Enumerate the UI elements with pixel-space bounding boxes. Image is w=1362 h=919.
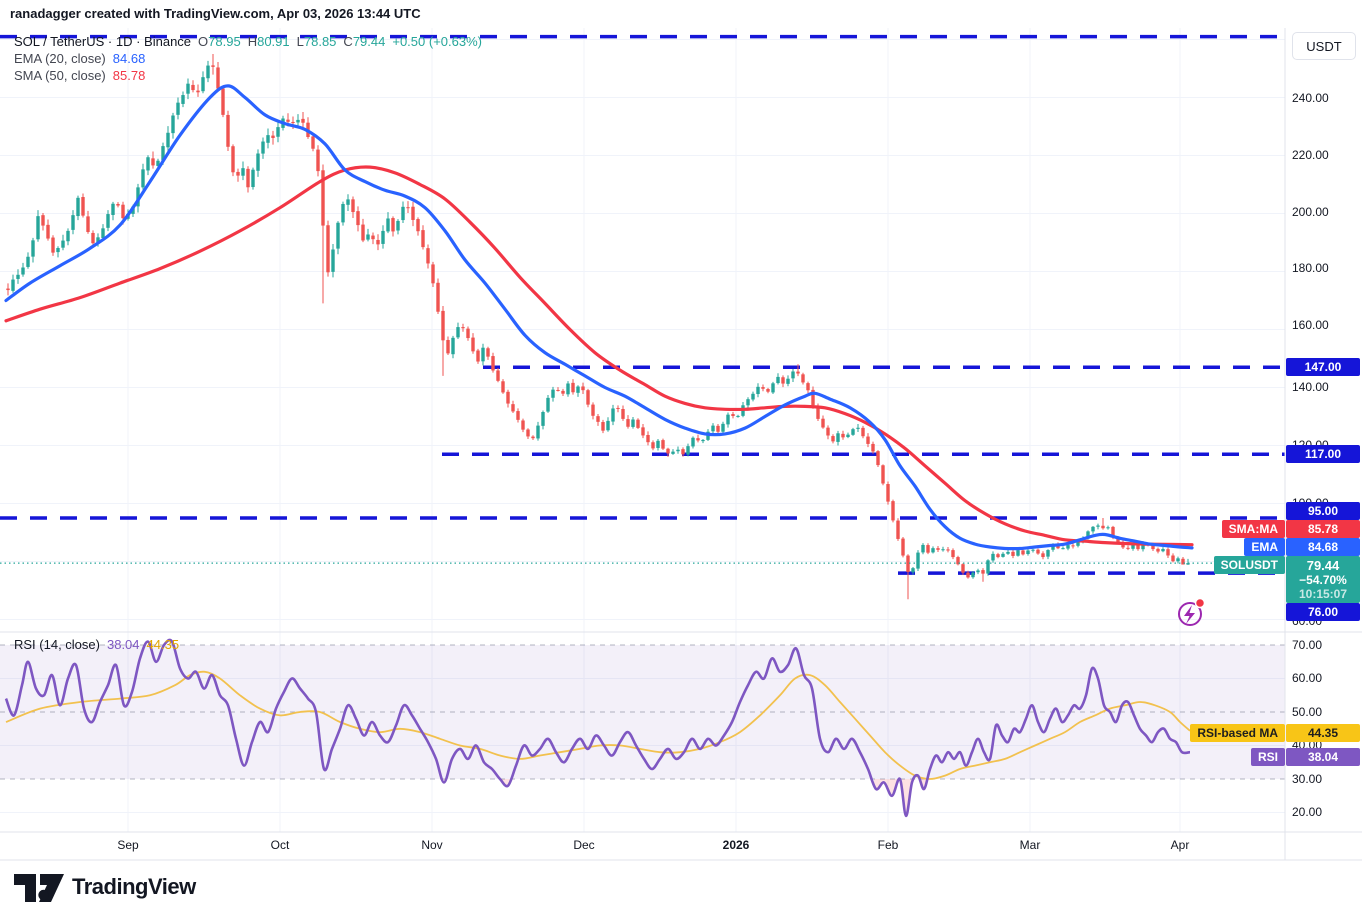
rsi-axis-tick[interactable]: 50.00: [1292, 705, 1323, 719]
sma-chart-label: SMA:MA: [1221, 520, 1285, 538]
price-axis-tick[interactable]: 140.00: [1292, 380, 1329, 394]
tradingview-logo-glyph: [14, 874, 64, 902]
sma50-line: [4, 165, 1194, 547]
level-76-badge: 76.00: [1286, 603, 1360, 621]
time-axis-tick[interactable]: Apr: [1170, 838, 1190, 852]
symbol-title: SOL / TetherUS · 1D · Binance: [14, 34, 192, 49]
ema-legend-value: 84.68: [112, 51, 146, 66]
ema-legend-row[interactable]: EMA (20, close) 84.68: [14, 50, 482, 67]
price-axis-tick[interactable]: 180.00: [1292, 261, 1329, 275]
time-axis-tick[interactable]: 2026: [722, 838, 750, 852]
time-axis-tick[interactable]: Dec: [573, 838, 595, 852]
change-value: +0.50 (+0.63%): [392, 34, 482, 49]
rsi-legend-value: 38.04: [106, 637, 140, 652]
price-axis-tick[interactable]: 220.00: [1292, 148, 1329, 162]
price-axis-tick[interactable]: 160.00: [1292, 318, 1329, 332]
rsi-oversold-fill: [444, 779, 928, 816]
ema-chart-label: EMA: [1244, 538, 1285, 556]
tradingview-logo[interactable]: TradingView: [14, 868, 334, 910]
rsi-axis-tick[interactable]: 30.00: [1292, 772, 1323, 786]
low-value: 78.85: [303, 34, 337, 49]
credit-line: ranadagger created with TradingView.com,…: [10, 6, 421, 21]
rsi-badge: 38.04: [1286, 748, 1360, 766]
level-95-badge: 95.00: [1286, 502, 1360, 520]
open-label: O: [198, 34, 209, 49]
sma-legend-value: 85.78: [112, 68, 146, 83]
rsi-axis-tick[interactable]: 20.00: [1292, 805, 1323, 819]
tradingview-logo-text: TradingView: [72, 874, 196, 899]
sma-legend-label: SMA (50, close): [14, 68, 106, 83]
candlestick-series: [6, 54, 1190, 600]
close-label: C: [343, 34, 353, 49]
flash-boost-button[interactable]: [1178, 597, 1206, 626]
current-price-badge-line: −54.70%: [1299, 573, 1347, 587]
symbol-chart-label: SOLUSDT: [1213, 556, 1285, 574]
rsi-ma-badge-label: RSI-based MA: [1190, 724, 1285, 742]
level-117-badge: 117.00: [1286, 445, 1360, 463]
low-label: L: [296, 34, 304, 49]
ema20-line: [4, 84, 1194, 551]
rsi-axis-tick[interactable]: 70.00: [1292, 638, 1323, 652]
rsi-ma-badge: 44.35: [1286, 724, 1360, 742]
currency-toggle-button[interactable]: USDT: [1292, 32, 1356, 60]
sma-legend-row[interactable]: SMA (50, close) 85.78: [14, 67, 482, 84]
rsi-badge-label: RSI: [1250, 748, 1285, 766]
time-axis-tick[interactable]: Oct: [270, 838, 290, 852]
time-axis-tick[interactable]: Feb: [877, 838, 899, 852]
rsi-legend-label: RSI (14, close): [14, 637, 100, 652]
level-147-badge: 147.00: [1286, 358, 1360, 376]
current-price-badge: 79.44 −54.70% 10:15:07: [1286, 556, 1360, 603]
ema-value-badge: 84.68: [1286, 538, 1360, 556]
time-axis-tick[interactable]: Nov: [421, 838, 443, 852]
rsi-axis-tick[interactable]: 60.00: [1292, 671, 1323, 685]
current-price-badge-line: 10:15:07: [1298, 587, 1348, 601]
close-value: 79.44: [352, 34, 386, 49]
sma-value-badge: 85.78: [1286, 520, 1360, 538]
current-price-badge-line: 79.44: [1306, 558, 1340, 573]
indicator-legend: SOL / TetherUS · 1D · Binance O78.95 H80…: [14, 33, 482, 84]
price-axis-tick[interactable]: 200.00: [1292, 205, 1329, 219]
pane-separators: [0, 28, 1362, 861]
symbol-legend-row[interactable]: SOL / TetherUS · 1D · Binance O78.95 H80…: [14, 33, 482, 50]
rsi-line: [4, 638, 1191, 818]
time-axis-tick[interactable]: Sep: [117, 838, 139, 852]
ema-legend-label: EMA (20, close): [14, 51, 106, 66]
rsi-ma-legend-value: 44.35: [146, 637, 180, 652]
price-axis-tick[interactable]: 240.00: [1292, 91, 1329, 105]
time-axis-tick[interactable]: Mar: [1019, 838, 1041, 852]
rsi-legend-row[interactable]: RSI (14, close) 38.04 44.35: [14, 637, 179, 652]
high-value: 80.91: [257, 34, 290, 49]
high-label: H: [247, 34, 258, 49]
open-value: 78.95: [208, 34, 241, 49]
